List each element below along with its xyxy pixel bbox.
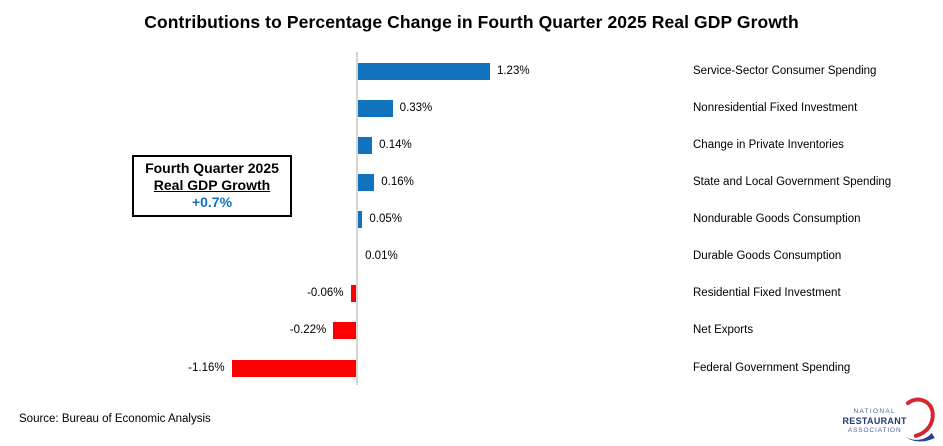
chart-title: Contributions to Percentage Change in Fo… xyxy=(144,12,799,32)
bar xyxy=(350,285,357,303)
bar-category-label: Net Exports xyxy=(693,324,754,337)
bar xyxy=(231,359,357,377)
bar-value-label: -1.16% xyxy=(188,361,225,374)
logo-swoosh-icon xyxy=(906,397,936,442)
bar xyxy=(357,62,490,80)
bar xyxy=(357,136,373,154)
bar-category-label: Change in Private Inventories xyxy=(693,138,844,151)
logo-text: NATIONAL RESTAURANT ASSOCIATION xyxy=(842,408,907,435)
bar-value-label: 1.23% xyxy=(496,64,530,77)
bar xyxy=(357,99,393,117)
bar-category-label: Durable Goods Consumption xyxy=(693,250,842,263)
logo-restaurant-label: RESTAURANT xyxy=(842,415,907,426)
source-note: Source: Bureau of Economic Analysis xyxy=(19,413,211,425)
annotation-gdp-value: +0.7% xyxy=(191,194,233,210)
bar xyxy=(357,211,363,228)
bar-category-label: Nondurable Goods Consumption xyxy=(693,213,861,225)
bar-category-label: Service-Sector Consumer Spending xyxy=(693,64,877,77)
bar-value-label: -0.06% xyxy=(307,287,344,300)
bar-value-label: -0.22% xyxy=(289,324,327,337)
bar-value-label: 0.01% xyxy=(365,250,398,263)
bar xyxy=(333,322,357,340)
annotation-quarter-label: Fourth Quarter 2025 xyxy=(145,160,279,176)
annotation-gdp-label: Real GDP Growth xyxy=(153,177,271,193)
national-restaurant-association-logo: NATIONAL RESTAURANT ASSOCIATION xyxy=(842,397,937,443)
bar-value-label: 0.16% xyxy=(381,175,414,188)
bar-category-label: State and Local Government Spending xyxy=(693,175,892,188)
bar-value-label: 0.05% xyxy=(369,213,402,225)
logo-national-label: NATIONAL xyxy=(853,407,896,415)
gdp-growth-annotation-box: Fourth Quarter 2025 Real GDP Growth +0.7… xyxy=(132,155,292,217)
bar-category-label: Federal Government Spending xyxy=(693,361,851,374)
bar-category-label: Nonresidential Fixed Investment xyxy=(693,101,858,114)
logo-association-label: ASSOCIATION xyxy=(847,426,902,434)
bar xyxy=(357,173,375,191)
bar-value-label: 0.33% xyxy=(399,101,433,114)
bar-category-label: Residential Fixed Investment xyxy=(693,287,841,300)
bar-value-label: 0.14% xyxy=(379,138,412,151)
zero-axis-line xyxy=(356,52,358,385)
